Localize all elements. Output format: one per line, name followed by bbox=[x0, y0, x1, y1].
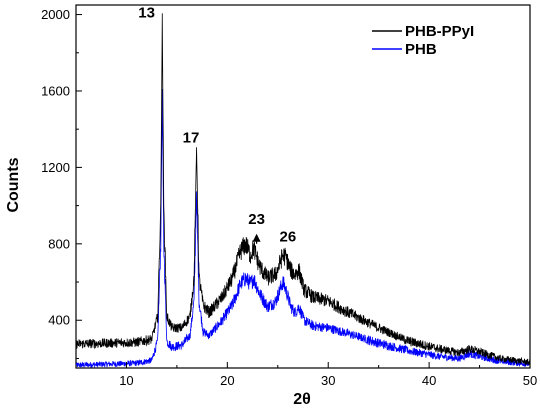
plot-frame bbox=[75, 4, 531, 369]
plot-area bbox=[75, 4, 531, 369]
x-tick-label-30: 30 bbox=[321, 373, 335, 388]
y-tick-label-1200: 1200 bbox=[41, 160, 70, 175]
series-line-phb bbox=[75, 89, 531, 368]
peak-label-23: 23 bbox=[248, 211, 265, 228]
legend-label-phb-ppyi: PHB-PPyI bbox=[405, 23, 474, 40]
y-tick-label-2000: 2000 bbox=[41, 7, 70, 22]
y-tick-label-1600: 1600 bbox=[41, 83, 70, 98]
peak-label-26: 26 bbox=[280, 229, 297, 246]
x-axis-title: 2θ bbox=[293, 391, 311, 408]
x-tick-label-20: 20 bbox=[220, 373, 234, 388]
x-tick-label-50: 50 bbox=[523, 373, 537, 388]
y-tick-label-400: 400 bbox=[48, 313, 70, 328]
y-tick-label-800: 800 bbox=[48, 236, 70, 251]
series-line-phb-ppyi bbox=[75, 13, 531, 366]
peak-label-13: 13 bbox=[138, 4, 155, 21]
arrow-head-icon bbox=[252, 233, 261, 242]
legend-label-phb: PHB bbox=[405, 41, 437, 58]
x-tick-label-40: 40 bbox=[422, 373, 436, 388]
annotation-layer: 13 17 23 26 bbox=[138, 4, 296, 245]
x-tick-label-10: 10 bbox=[119, 373, 133, 388]
y-axis-title: Counts bbox=[5, 157, 22, 212]
legend: PHB-PPyI PHB bbox=[372, 23, 474, 58]
axes-layer: 10 20 30 40 50 400 800 1200 1600 2000 bbox=[41, 7, 537, 388]
series-layer bbox=[75, 13, 531, 368]
peak-label-17: 17 bbox=[183, 130, 200, 147]
